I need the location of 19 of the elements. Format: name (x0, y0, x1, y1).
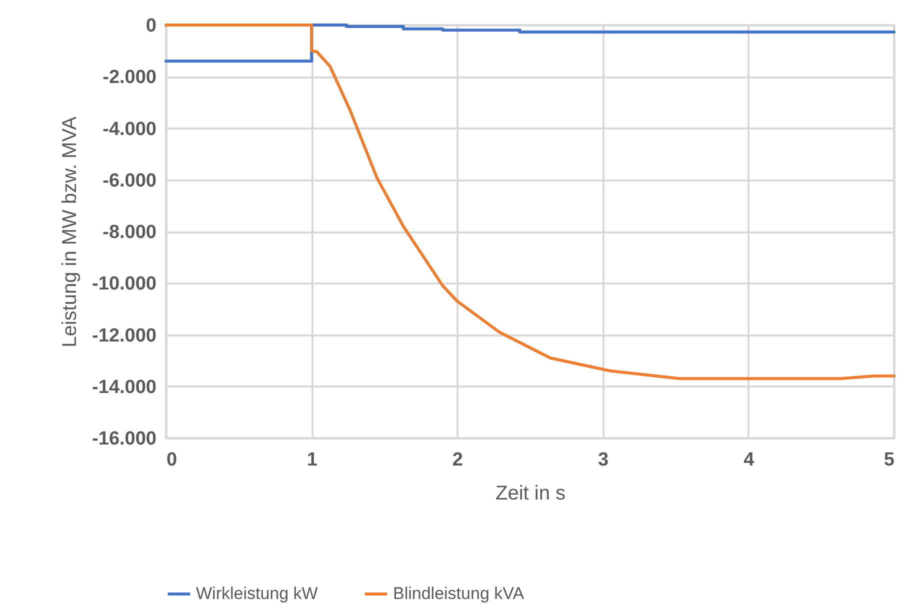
y-axis-title: Leistung in MW bzw. MVA (59, 116, 82, 348)
legend-label: Blindleistung kVA (393, 584, 525, 603)
x-tick-label: 1 (306, 450, 318, 470)
y-tick-label: -8.000 (102, 222, 156, 243)
y-tick-label: -6.000 (102, 170, 156, 192)
x-tick-label: 3 (598, 450, 609, 470)
y-tick-label: -14.000 (92, 376, 156, 398)
x-tick-label: 2 (452, 450, 463, 470)
y-tick-label: 0 (146, 16, 156, 36)
y-tick-label: -4.000 (102, 118, 156, 140)
x-tick-label: 4 (744, 450, 755, 470)
y-tick-label: -2.000 (102, 67, 156, 88)
x-tick-label: 0 (166, 450, 178, 470)
y-tick-label: -16.000 (92, 428, 156, 450)
legend-label: Wirkleistung kW (196, 584, 318, 603)
y-tick-label: -12.000 (92, 325, 156, 346)
x-tick-label: 5 (884, 450, 895, 470)
x-axis-title: Zeit in s (495, 482, 566, 504)
y-tick-label: -10.000 (92, 274, 156, 295)
